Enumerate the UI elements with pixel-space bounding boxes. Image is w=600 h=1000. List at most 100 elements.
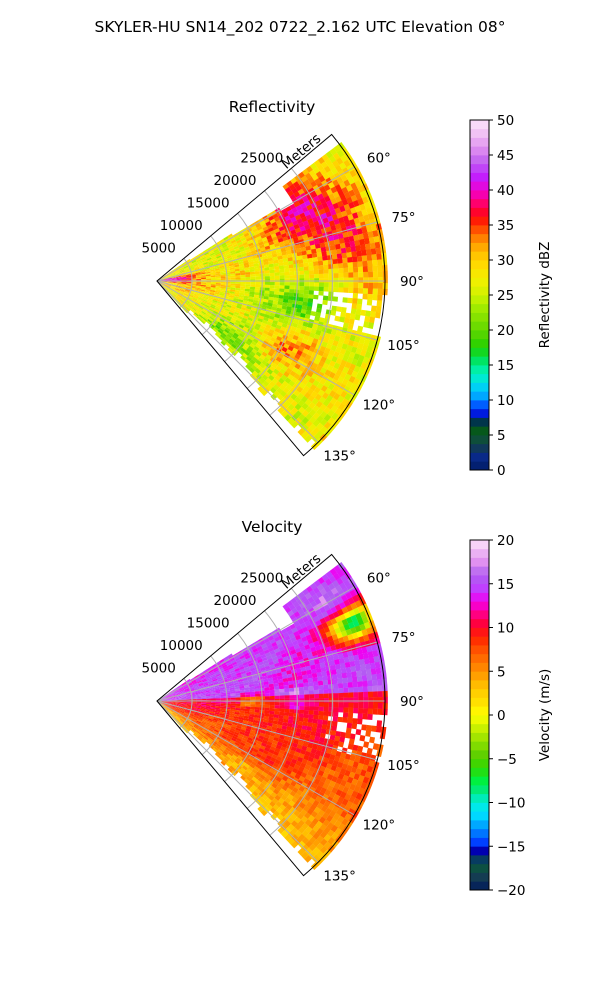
reflectivity-cell: [224, 266, 230, 270]
reflectivity-cell: [267, 257, 274, 262]
velocity-cell: [268, 661, 275, 666]
reflectivity-cell: [352, 261, 358, 268]
reflectivity-cell: [215, 273, 221, 276]
velocity-cell: [240, 694, 246, 698]
reflectivity-cell: [370, 224, 378, 232]
velocity-colorbar-level: [470, 732, 489, 742]
reflectivity-cell: [358, 277, 364, 283]
velocity-cell: [211, 675, 217, 679]
reflectivity-cell: [348, 189, 356, 197]
velocity-cell: [328, 697, 334, 703]
velocity-cell: [208, 669, 214, 674]
reflectivity-cell: [355, 360, 363, 368]
velocity-cell: [372, 702, 379, 709]
reflectivity-cell: [180, 288, 186, 291]
reflectivity-cell: [179, 291, 184, 294]
reflectivity-cell: [256, 340, 263, 347]
reflectivity-cell: [287, 257, 294, 262]
reflectivity-cell: [312, 257, 318, 262]
reflectivity-cell: [219, 249, 225, 254]
velocity-cell: [255, 701, 261, 705]
reflectivity-cell: [274, 216, 281, 222]
reflectivity-cell: [367, 265, 373, 272]
velocity-cell: [284, 698, 290, 703]
reflectivity-cell: [246, 237, 252, 242]
reflectivity-cell: [250, 274, 256, 278]
reflectivity-cell: [241, 252, 247, 257]
velocity-cell: [314, 702, 320, 707]
reflectivity-cell: [195, 256, 201, 261]
reflectivity-cell: [264, 337, 271, 344]
velocity-cell: [361, 675, 368, 682]
velocity-cell: [214, 671, 221, 676]
velocity-cell: [219, 669, 225, 674]
reflectivity-cell: [276, 371, 284, 378]
reflectivity-cell: [277, 237, 284, 243]
reflectivity-cell: [201, 258, 207, 262]
reflectivity-cell: [328, 264, 334, 270]
reflectivity-cell: [164, 287, 169, 291]
reflectivity-cell: [198, 264, 204, 268]
velocity-cell: [180, 708, 186, 711]
velocity-cell: [310, 632, 317, 639]
velocity-cell: [343, 656, 350, 663]
reflectivity-cell: [166, 279, 172, 281]
reflectivity-cell: [229, 249, 236, 254]
reflectivity-cell: [242, 315, 249, 320]
velocity-cell: [201, 702, 207, 705]
velocity-cell: [308, 681, 314, 687]
velocity-cell: [210, 673, 216, 678]
reflectivity-cell: [210, 289, 216, 293]
velocity-cell: [350, 627, 357, 635]
reflectivity-cell: [262, 319, 268, 325]
velocity-cell: [377, 697, 383, 704]
reflectivity-cell: [180, 288, 186, 292]
velocity-cell: [239, 654, 245, 660]
reflectivity-cell: [210, 275, 216, 278]
velocity-cell: [174, 689, 180, 693]
velocity-cell: [319, 732, 326, 739]
reflectivity-cell: [245, 321, 251, 327]
reflectivity-cell: [216, 244, 223, 249]
velocity-cell: [325, 646, 332, 653]
velocity-cell: [309, 735, 316, 741]
reflectivity-cell: [334, 207, 342, 215]
velocity-cell: [332, 683, 339, 689]
reflectivity-cell: [174, 297, 179, 302]
reflectivity-cell: [305, 326, 313, 333]
reflectivity-cell: [212, 258, 218, 262]
reflectivity-cell: [276, 307, 282, 313]
velocity-cell: [322, 680, 329, 686]
reflectivity-cell: [245, 348, 252, 354]
velocity-cell: [329, 660, 336, 666]
reflectivity-cell: [286, 253, 293, 259]
reflectivity-cell: [336, 306, 342, 312]
velocity-cell: [331, 725, 337, 732]
reflectivity-cell: [303, 262, 309, 268]
reflectivity-cell: [183, 293, 188, 297]
velocity-cell: [328, 655, 335, 662]
reflectivity-cell: [256, 225, 263, 231]
reflectivity-cell: [289, 289, 295, 294]
reflectivity-cell: [283, 239, 290, 245]
reflectivity-cell: [269, 284, 275, 289]
reflectivity-cell: [241, 317, 248, 322]
reflectivity-cell: [260, 335, 266, 341]
velocity-cell: [335, 750, 342, 758]
reflectivity-cell: [202, 309, 208, 314]
reflectivity-colorbar-level: [470, 461, 489, 471]
velocity-cell: [252, 677, 259, 682]
reflectivity-cell: [226, 333, 233, 339]
reflectivity-cell: [345, 246, 352, 253]
velocity-cell: [313, 615, 320, 623]
reflectivity-cell: [341, 252, 348, 259]
velocity-cell: [260, 667, 266, 672]
velocity-cell: [317, 624, 324, 631]
reflectivity-cell: [203, 316, 209, 321]
velocity-cell: [286, 673, 293, 679]
reflectivity-cell: [234, 247, 240, 252]
reflectivity-cell: [328, 277, 334, 283]
reflectivity-cell: [274, 285, 280, 289]
velocity-cell: [273, 714, 280, 719]
reflectivity-cell: [205, 256, 212, 260]
